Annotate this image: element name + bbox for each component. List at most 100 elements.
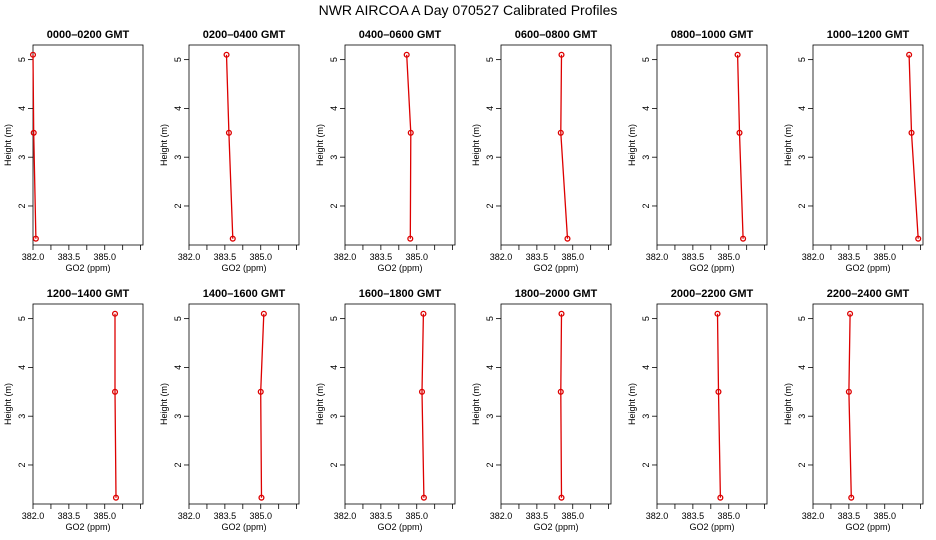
- panel-title: 0600–0800 GMT: [515, 29, 598, 41]
- panel-title: 2200–2400 GMT: [827, 288, 910, 300]
- x-axis-label: GO2 (ppm): [65, 522, 110, 532]
- data-point: [915, 235, 922, 242]
- y-axis-label: Height (m): [783, 124, 793, 166]
- x-tick-label: 382.0: [490, 511, 513, 521]
- y-tick-label: 3: [641, 155, 651, 160]
- data-point: [223, 51, 230, 58]
- x-axis-label: GO2 (ppm): [533, 263, 578, 273]
- y-axis-label: Height (m): [627, 383, 637, 425]
- plot-frame: [344, 303, 456, 505]
- y-tick-label: 3: [485, 155, 495, 160]
- x-axis-label: GO2 (ppm): [221, 522, 266, 532]
- data-point: [736, 129, 743, 136]
- data-point: [407, 129, 414, 136]
- x-tick-label: 382.0: [22, 511, 45, 521]
- y-tick-label: 3: [329, 155, 339, 160]
- y-tick-label: 5: [641, 316, 651, 321]
- y-axis-label: Height (m): [315, 124, 325, 166]
- panel-6: 1000–1200 GMT 382.0 383.5 385.0 2 3 4 5 GO2 (ppm…: [783, 29, 924, 273]
- data-point: [403, 51, 410, 58]
- plot-frame: [188, 303, 300, 505]
- panel-title: 1600–1800 GMT: [359, 288, 442, 300]
- panel-10: 1800–2000 GMT 382.0 383.5 385.0 2 3 4 5 GO2 (ppm…: [471, 288, 612, 532]
- profile-line: [421, 313, 425, 498]
- y-tick-label: 2: [17, 203, 27, 208]
- data-point: [740, 235, 747, 242]
- plot-frame: [32, 303, 144, 505]
- y-tick-label: 3: [173, 155, 183, 160]
- x-tick-label: 382.0: [802, 252, 825, 262]
- y-tick-label: 3: [17, 414, 27, 419]
- y-axis-label: Height (m): [315, 383, 325, 425]
- x-tick-label: 383.5: [682, 252, 705, 262]
- y-tick-label: 5: [17, 57, 27, 62]
- data-point: [558, 494, 565, 501]
- x-tick-label: 383.5: [214, 252, 237, 262]
- plot-frame: [812, 44, 924, 246]
- y-axis-label: Height (m): [471, 383, 481, 425]
- y-tick-label: 5: [17, 316, 27, 321]
- data-point: [260, 310, 267, 317]
- data-point: [557, 129, 564, 136]
- x-tick-label: 383.5: [526, 511, 549, 521]
- y-tick-label: 5: [485, 316, 495, 321]
- x-tick-label: 382.0: [178, 252, 201, 262]
- x-axis-label: GO2 (ppm): [221, 263, 266, 273]
- x-tick-label: 385.0: [249, 511, 272, 521]
- y-tick-label: 2: [173, 462, 183, 467]
- plot-frame: [500, 303, 612, 505]
- data-point: [111, 388, 119, 395]
- panel-12: 2200–2400 GMT 382.0 383.5 385.0 2 3 4 5 GO2 (ppm…: [783, 288, 924, 532]
- profile-line: [908, 54, 919, 239]
- x-tick-label: 385.0: [717, 511, 740, 521]
- y-tick-label: 3: [173, 414, 183, 419]
- x-tick-label: 382.0: [646, 252, 669, 262]
- data-point: [717, 494, 724, 501]
- y-tick-label: 3: [797, 414, 807, 419]
- x-tick-label: 382.0: [646, 511, 669, 521]
- plot-frame: [656, 303, 768, 505]
- panel-1: 0000–0200 GMT 382.0 383.5 385.0 2 3 4 5 GO2 (ppm…: [3, 29, 144, 273]
- profile-line: [260, 313, 265, 498]
- x-tick-label: 382.0: [334, 511, 357, 521]
- y-tick-label: 5: [329, 316, 339, 321]
- y-axis-label: Height (m): [471, 124, 481, 166]
- panel-title: 1000–1200 GMT: [827, 29, 910, 41]
- x-tick-label: 385.0: [405, 252, 428, 262]
- data-point: [906, 51, 913, 58]
- x-axis-label: GO2 (ppm): [689, 263, 734, 273]
- y-tick-label: 4: [17, 365, 27, 370]
- plot-frame: [500, 44, 612, 246]
- x-tick-label: 383.5: [682, 511, 705, 521]
- x-axis-label: GO2 (ppm): [377, 263, 422, 273]
- panel-title: 0800–1000 GMT: [671, 29, 754, 41]
- y-tick-label: 3: [329, 414, 339, 419]
- x-axis-label: GO2 (ppm): [533, 522, 578, 532]
- profile-line: [225, 54, 234, 239]
- x-tick-label: 383.5: [214, 511, 237, 521]
- y-tick-label: 2: [641, 462, 651, 467]
- profile-line: [560, 313, 563, 498]
- profile-line: [114, 313, 117, 498]
- x-tick-label: 382.0: [334, 252, 357, 262]
- x-axis-label: GO2 (ppm): [377, 522, 422, 532]
- y-tick-label: 3: [17, 155, 27, 160]
- x-axis-label: GO2 (ppm): [65, 263, 110, 273]
- y-axis-label: Height (m): [3, 383, 13, 425]
- y-tick-label: 5: [797, 316, 807, 321]
- x-tick-label: 385.0: [873, 511, 896, 521]
- profile-line: [32, 54, 37, 239]
- data-point: [258, 494, 265, 501]
- data-point: [418, 388, 426, 395]
- panel-11: 2000–2200 GMT 382.0 383.5 385.0 2 3 4 5 GO2 (ppm…: [627, 288, 768, 532]
- panel-4: 0600–0800 GMT 382.0 383.5 385.0 2 3 4 5 GO2 (ppm…: [471, 29, 612, 273]
- panel-title: 0200–0400 GMT: [203, 29, 286, 41]
- data-point: [558, 310, 565, 317]
- x-tick-label: 385.0: [249, 252, 272, 262]
- data-point: [257, 388, 264, 395]
- panel-2: 0200–0400 GMT 382.0 383.5 385.0 2 3 4 5 GO2 (ppm…: [159, 29, 300, 273]
- panel-title: 0000–0200 GMT: [47, 29, 130, 41]
- data-point: [30, 129, 37, 136]
- profile-line: [716, 313, 722, 498]
- data-point: [908, 129, 915, 136]
